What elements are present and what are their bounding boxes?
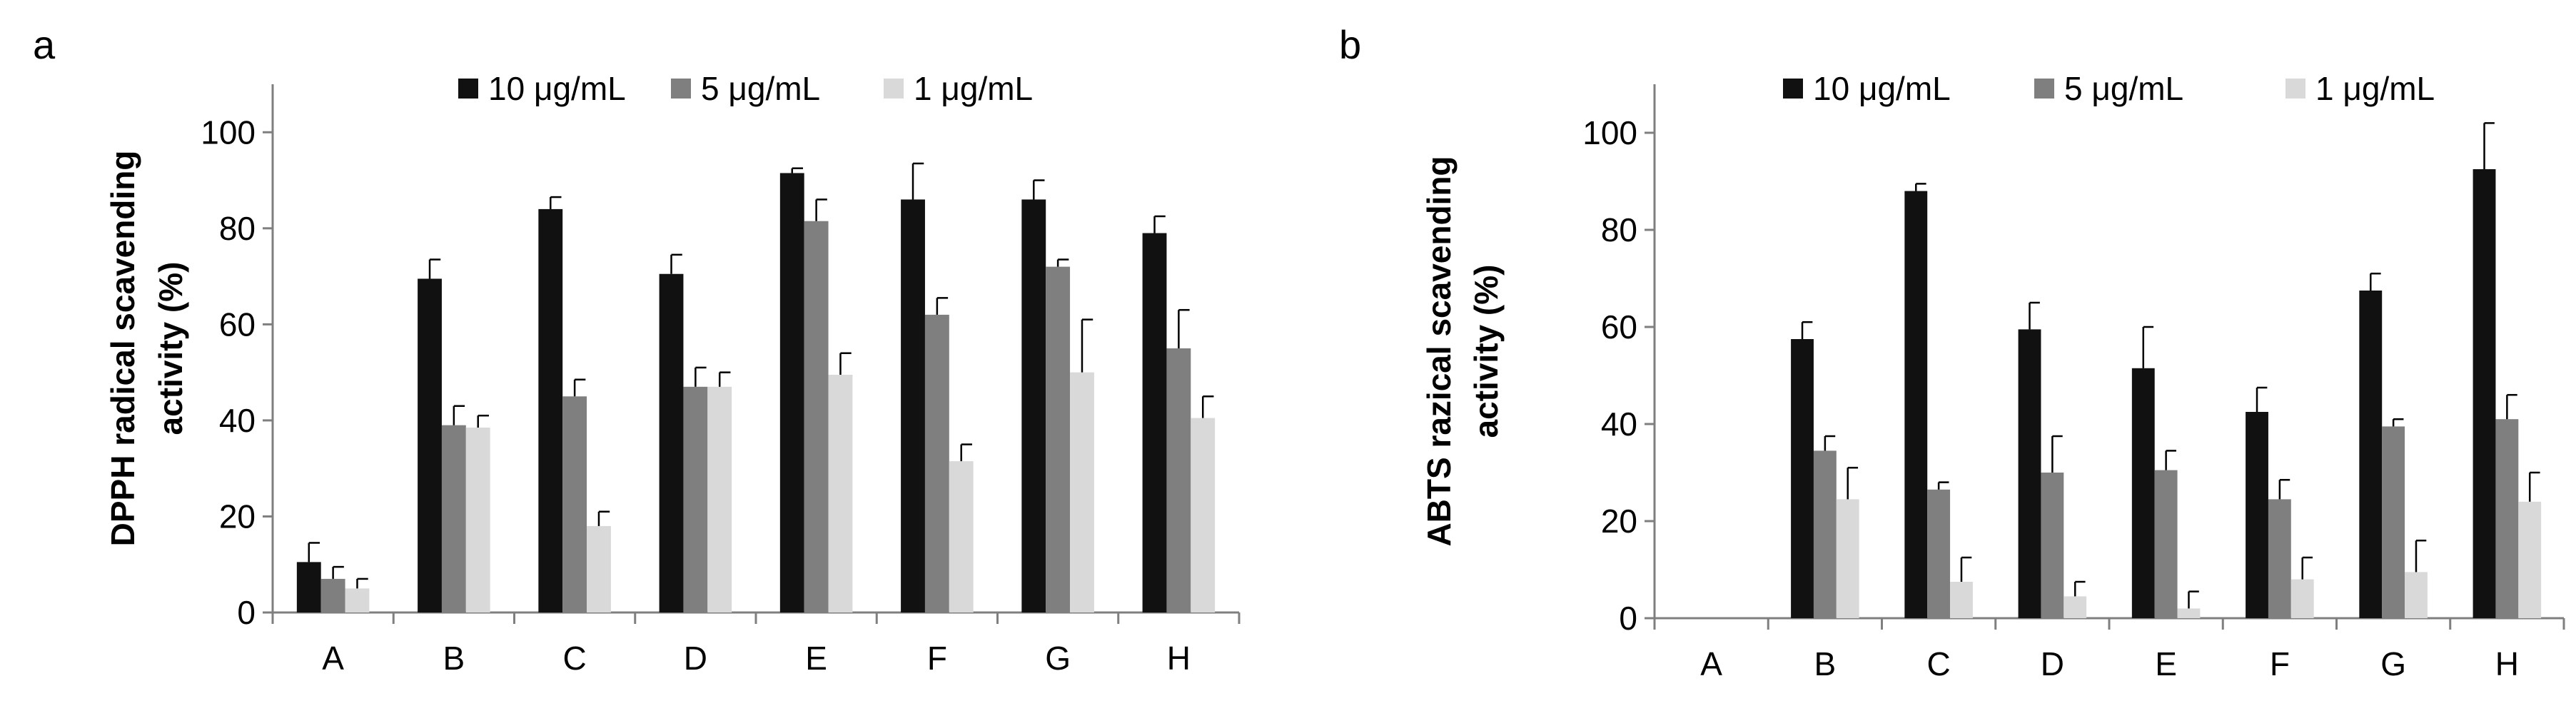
legend-label: 10 μg/mL: [488, 70, 626, 107]
bar: [707, 386, 732, 612]
x-tick-label: D: [684, 640, 707, 677]
bar: [1950, 582, 1973, 618]
y-axis-label: activity (%): [152, 262, 189, 435]
bar: [1166, 348, 1191, 612]
bar: [1046, 266, 1071, 612]
legend-label: 5 μg/mL: [701, 70, 820, 107]
bar: [2405, 572, 2428, 618]
legend-label: 1 μg/mL: [914, 70, 1033, 107]
y-tick-label: 20: [1601, 503, 1637, 540]
legend-swatch: [2034, 79, 2054, 99]
legend-label: 5 μg/mL: [2064, 70, 2183, 107]
bar: [2177, 608, 2201, 618]
legend-swatch: [671, 79, 691, 99]
x-tick-label: C: [563, 640, 587, 677]
bar: [2246, 412, 2268, 618]
bar: [1021, 199, 1046, 612]
panel-label: b: [1339, 22, 1361, 67]
x-tick-label: A: [322, 640, 344, 677]
bar: [1813, 450, 1837, 618]
bar: [2382, 426, 2405, 618]
panel-label: a: [33, 22, 56, 67]
chart-panel-a: a 0 20 40 60 80 100 DPPH radical scavending acti…: [33, 22, 1241, 677]
bar: [1142, 233, 1167, 613]
bar: [1836, 499, 1859, 618]
bar: [2359, 291, 2383, 618]
bar: [924, 314, 949, 612]
x-tick-label: G: [1045, 640, 1071, 677]
bar: [320, 578, 345, 612]
bar: [2518, 501, 2542, 618]
bar: [465, 428, 490, 612]
legend-swatch: [1783, 79, 1803, 99]
bar: [1927, 489, 1951, 618]
bar: [296, 562, 321, 612]
legend-swatch: [2285, 79, 2305, 99]
y-tick-label: 80: [1601, 211, 1637, 248]
x-tick-label: F: [927, 640, 947, 677]
bar: [683, 386, 708, 612]
bar: [828, 375, 853, 612]
bar: [562, 396, 587, 612]
x-tick-label: H: [1167, 640, 1191, 677]
y-tick-label: 100: [1582, 114, 1637, 151]
y-tick-label: 40: [1601, 405, 1637, 443]
y-tick-label: 60: [1601, 308, 1637, 346]
y-axis-label: ABTS razical scavending: [1420, 156, 1458, 546]
legend-label: 1 μg/mL: [2315, 70, 2435, 107]
bar: [2154, 470, 2178, 618]
x-tick-label: D: [2041, 645, 2064, 682]
y-tick-label: 60: [219, 306, 256, 343]
y-axis-label: DPPH radical scavending: [104, 151, 141, 547]
bar: [441, 425, 466, 612]
bar: [1904, 191, 1928, 619]
y-tick-label: 0: [1619, 600, 1637, 637]
y-tick-label: 20: [219, 498, 256, 535]
bar: [901, 199, 925, 612]
bar: [2041, 473, 2064, 618]
bar: [949, 461, 974, 612]
x-tick-label: E: [805, 640, 827, 677]
y-tick-label: 0: [237, 594, 256, 631]
bar: [2290, 579, 2314, 618]
y-axis-label: activity (%): [1468, 265, 1505, 438]
legend-swatch: [884, 79, 904, 99]
x-tick-label: E: [2155, 645, 2177, 682]
chart-panel-b: b 0 20 40 60 80 100 ABTS razical scavending acti…: [1339, 22, 2565, 682]
bar: [587, 525, 611, 612]
bar: [538, 208, 563, 613]
legend-swatch: [458, 79, 478, 99]
x-tick-label: B: [443, 640, 465, 677]
bar: [779, 173, 804, 613]
x-tick-label: A: [1700, 645, 1722, 682]
bar: [2495, 419, 2519, 618]
bar: [1070, 372, 1094, 612]
x-tick-label: B: [1814, 645, 1837, 682]
bar: [2131, 368, 2155, 618]
x-tick-label: G: [2380, 645, 2406, 682]
bar: [2018, 329, 2041, 618]
x-tick-label: C: [1927, 645, 1951, 682]
legend-label: 10 μg/mL: [1813, 70, 1951, 107]
x-tick-label: H: [2495, 645, 2519, 682]
y-tick-label: 40: [219, 402, 256, 439]
bar: [2473, 169, 2496, 618]
bar: [2268, 499, 2291, 618]
bar: [1191, 418, 1216, 612]
bar: [804, 221, 829, 612]
y-tick-label: 100: [201, 114, 256, 151]
bar: [2064, 596, 2087, 618]
bar: [659, 273, 684, 612]
bar: [345, 588, 370, 612]
bar: [418, 278, 442, 612]
y-tick-label: 80: [219, 210, 256, 247]
x-tick-label: F: [2270, 645, 2290, 682]
bar: [1791, 339, 1814, 618]
